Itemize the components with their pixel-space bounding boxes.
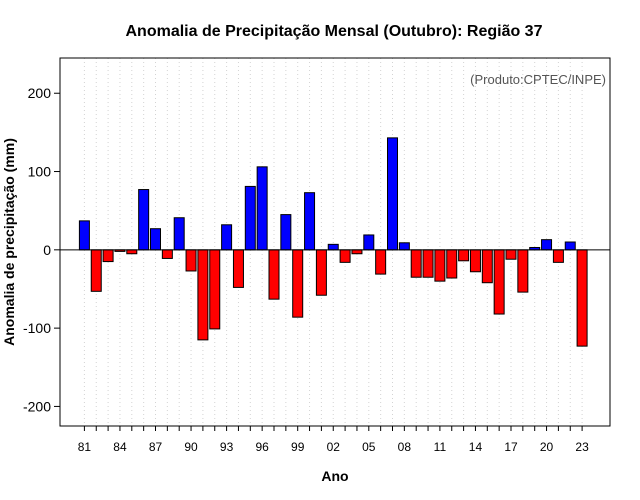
bar-2006 [375, 249, 387, 275]
bar-2023 [576, 249, 588, 347]
bar-2011 [434, 249, 446, 282]
x-tick-label: 08 [398, 440, 412, 454]
bar-1994 [232, 249, 244, 288]
bar-1995 [244, 185, 256, 251]
bar-2009 [410, 249, 422, 278]
x-tick-label: 14 [469, 440, 483, 454]
bar-2003 [339, 249, 351, 263]
bar-2015 [481, 249, 493, 284]
y-tick-label: 100 [28, 164, 52, 180]
bars [78, 137, 588, 347]
x-tick-label: 99 [291, 440, 305, 454]
credit-label: (Produto:CPTEC/INPE) [470, 72, 606, 87]
bar-2005 [363, 234, 375, 251]
x-tick-label: 87 [149, 440, 163, 454]
plot-frame [59, 57, 611, 427]
x-tick-label: 17 [504, 440, 518, 454]
y-tick-label: 200 [28, 85, 52, 101]
x-tick-label: 84 [113, 440, 127, 454]
bar-2021 [552, 249, 564, 263]
y-axis-title: Anomalia de precipitação (mm) [1, 138, 17, 346]
y-tick-label: -100 [23, 320, 51, 336]
bar-2022 [564, 241, 576, 251]
x-tick-label: 11 [434, 440, 447, 454]
bar-2020 [541, 239, 553, 251]
bar-2004 [351, 249, 363, 255]
bar-1983 [102, 249, 114, 263]
bar-2017 [505, 249, 517, 260]
bar-1990 [185, 249, 197, 272]
bar-1987 [150, 228, 161, 251]
bar-1981 [78, 220, 90, 251]
bar-2013 [458, 249, 470, 262]
x-tick-label: 96 [255, 440, 269, 454]
x-tick-label: 23 [575, 440, 589, 454]
x-tick-label: 05 [362, 440, 376, 454]
bar-2007 [387, 137, 398, 251]
y-tick-label: 0 [43, 242, 51, 258]
y-axis: -200 -100 0 100 200 [23, 85, 60, 414]
y-tick-label: -200 [23, 398, 51, 414]
bar-2001 [315, 249, 327, 296]
bar-1985 [126, 249, 138, 255]
bar-2012 [446, 249, 458, 279]
x-tick-label: 20 [540, 440, 554, 454]
chart-title: Anomalia de Precipitação Mensal (Outubro… [126, 23, 543, 40]
x-tick-label: 02 [327, 440, 341, 454]
x-tick-label: 93 [220, 440, 234, 454]
bar-2010 [422, 249, 434, 278]
bar-2008 [398, 242, 410, 251]
bar-2002 [327, 243, 339, 251]
bar-1999 [292, 249, 304, 318]
bar-2000 [304, 192, 316, 251]
bar-1997 [268, 249, 280, 300]
x-tick-label: 81 [78, 440, 92, 454]
bar-1982 [90, 249, 102, 292]
x-axis-title: Ano [321, 468, 348, 484]
x-tick-label: 90 [184, 440, 198, 454]
bar-1993 [221, 224, 233, 251]
bar-1991 [197, 249, 209, 341]
x-axis: 81 84 87 90 93 96 99 02 05 08 11 14 17 20 23 [78, 426, 589, 454]
bar-2018 [517, 249, 529, 293]
bar-2016 [493, 249, 505, 315]
bar-1988 [161, 249, 173, 259]
bar-2014 [469, 249, 481, 273]
bar-1986 [138, 189, 150, 251]
bar-1996 [256, 166, 268, 251]
bar-1989 [173, 217, 185, 251]
bar-1998 [280, 214, 292, 251]
bar-1992 [209, 249, 221, 330]
